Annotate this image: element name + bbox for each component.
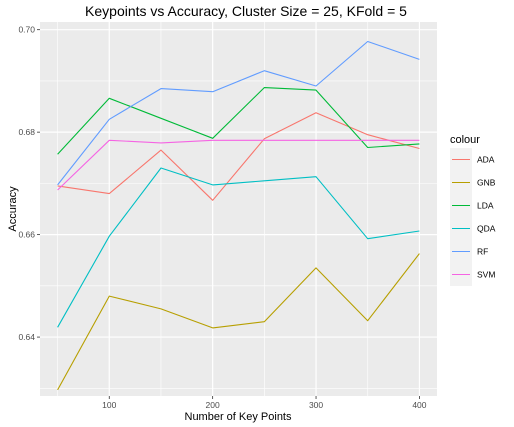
y-tick-label: 0.68	[18, 127, 35, 137]
y-tick-label: 0.64	[18, 332, 35, 342]
chart-title: Keypoints vs Accuracy, Cluster Size = 25…	[85, 3, 407, 19]
legend-label: GNB	[477, 178, 496, 188]
legend-label: LDA	[477, 201, 494, 211]
legend-title: colour	[450, 134, 480, 146]
y-axis-ticks: 0.64 0.66 0.68 0.70	[18, 25, 40, 342]
x-axis-ticks: 100 200 300 400	[102, 396, 427, 410]
x-axis-title: Number of Key Points	[185, 411, 292, 423]
series-line-gnb	[57, 253, 420, 391]
major-gridlines	[40, 22, 437, 396]
x-tick-label: 400	[412, 400, 426, 410]
x-tick-label: 200	[206, 400, 220, 410]
series-line-qda	[57, 167, 420, 328]
x-tick-label: 100	[102, 400, 116, 410]
y-tick-label: 0.66	[18, 230, 35, 240]
series-line-lda	[57, 87, 420, 155]
y-axis-title: Accuracy	[7, 186, 19, 232]
x-tick-label: 300	[309, 400, 323, 410]
series-lines	[57, 40, 420, 391]
legend: ADA GNB LDA QDA RF SVM	[450, 148, 496, 286]
legend-label: QDA	[477, 224, 496, 234]
series-line-ada	[57, 112, 420, 201]
legend-label: RF	[477, 247, 488, 257]
legend-label: ADA	[477, 155, 495, 165]
series-line-rf	[57, 40, 420, 186]
legend-label: SVM	[477, 270, 495, 280]
y-tick-label: 0.70	[18, 25, 35, 35]
series-line-svm	[57, 139, 420, 191]
plot-panel	[40, 22, 437, 396]
